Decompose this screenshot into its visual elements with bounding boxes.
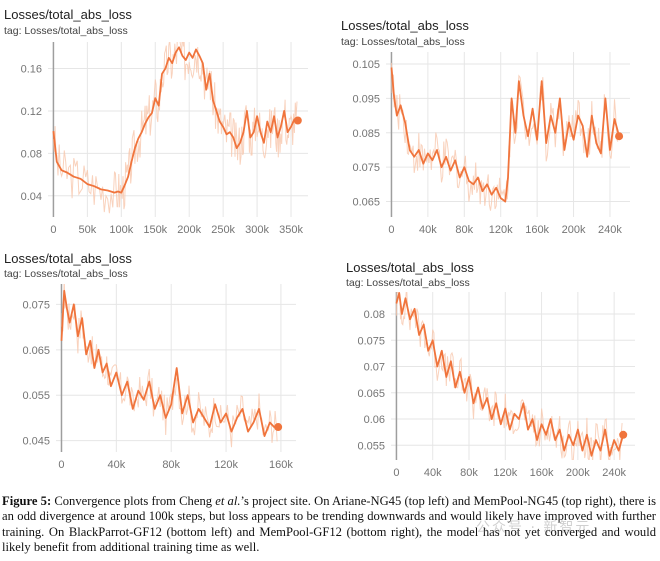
last-value-marker (615, 132, 624, 141)
last-value-marker (274, 423, 283, 432)
y-tick-label: 0.095 (352, 93, 380, 105)
x-tick-label: 250k (211, 224, 235, 236)
smoothed-loss-line (60, 289, 279, 438)
chart-blackparrot-gf12: 0.045 0.055 0.065 0.075 0 40k 80k 120k 160k (22, 284, 296, 471)
chart-title: Losses/total_abs_loss (341, 18, 469, 33)
last-value-marker (293, 116, 302, 125)
caption-text-2: ’s project site. On Ariane-NG45 (top lef… (2, 494, 656, 555)
x-tick-label: 160k (530, 467, 554, 479)
x-tick-label: 50k (78, 224, 96, 236)
y-tick-label: 0.075 (352, 162, 380, 174)
x-tick-label: 160k (525, 224, 549, 236)
chart-title: Losses/total_abs_loss (346, 260, 474, 275)
y-tick-label: 0.085 (352, 128, 380, 140)
x-tick-label: 0 (388, 224, 394, 236)
y-tick-label: 0.075 (22, 299, 50, 311)
x-tick-label: 40k (424, 467, 442, 479)
x-tick-label: 80k (162, 459, 180, 471)
caption-text-1: Convergence plots from Cheng (51, 494, 216, 508)
chart-mempool-ng45: 0.065 0.075 0.085 0.095 0.105 0 40k 80k 120k 160k… (352, 52, 630, 236)
x-tick-label: 40k (107, 459, 125, 471)
x-tick-label: 0 (50, 224, 56, 236)
y-tick-label: 0.075 (357, 335, 385, 347)
y-tick-label: 0.105 (352, 59, 380, 71)
chart-mempool-gf12: 0.055 0.06 0.065 0.07 0.075 0.08 0 40k 80k 120k 16… (357, 292, 635, 479)
x-tick-label: 200k (177, 224, 201, 236)
y-tick-label: 0.055 (22, 390, 50, 402)
x-tick-label: 100k (109, 224, 133, 236)
y-tick-label: 0.07 (364, 362, 385, 374)
y-tick-label: 0.06 (364, 414, 385, 426)
y-tick-label: 0.08 (21, 148, 42, 160)
chart-tag: tag: Losses/total_abs_loss (341, 36, 465, 48)
x-tick-label: 120k (489, 224, 513, 236)
smoothed-loss-line (395, 292, 625, 457)
y-tick-label: 0.065 (352, 197, 380, 209)
y-tick-label: 0.04 (21, 191, 42, 203)
x-tick-label: 200k (566, 467, 590, 479)
x-tick-label: 150k (143, 224, 167, 236)
y-tick-label: 0.16 (21, 64, 42, 76)
x-tick-label: 300k (245, 224, 269, 236)
raw-loss-line (391, 62, 619, 211)
chart-tag: tag: Losses/total_abs_loss (4, 268, 128, 280)
smoothed-loss-line (390, 67, 620, 203)
x-tick-label: 240k (598, 224, 622, 236)
y-tick-label: 0.055 (357, 440, 385, 452)
y-tick-label: 0.065 (22, 345, 50, 357)
last-value-marker (619, 430, 628, 439)
watermark: 公众号 · 新智元 (476, 520, 592, 536)
x-tick-label: 0 (58, 459, 64, 471)
chart-title: Losses/total_abs_loss (4, 251, 132, 266)
y-tick-label: 0.12 (21, 106, 42, 118)
y-tick-label: 0.08 (364, 309, 385, 321)
x-tick-label: 80k (460, 467, 478, 479)
x-tick-label: 350k (279, 224, 303, 236)
caption-etal: et al. (215, 494, 241, 508)
x-tick-label: 40k (419, 224, 437, 236)
chart-tag: tag: Losses/total_abs_loss (346, 277, 470, 289)
y-tick-label: 0.065 (357, 388, 385, 400)
x-tick-label: 200k (562, 224, 586, 236)
x-tick-label: 120k (214, 459, 238, 471)
raw-loss-line (52, 42, 298, 214)
x-tick-label: 240k (602, 467, 626, 479)
x-tick-label: 0 (393, 467, 399, 479)
figure-caption: Figure 5: Convergence plots from Cheng e… (2, 494, 656, 556)
smoothed-loss-line (52, 46, 299, 194)
chart-tag: tag: Losses/total_abs_loss (4, 25, 128, 37)
chart-ariane-ng45: 0.04 0.08 0.12 0.16 0 50k 100k 150k 200k 250k 300k… (21, 42, 308, 236)
x-tick-label: 80k (455, 224, 473, 236)
chart-title: Losses/total_abs_loss (4, 7, 132, 22)
y-tick-label: 0.045 (22, 436, 50, 448)
figure-label: Figure 5: (2, 494, 52, 508)
x-tick-label: 120k (493, 467, 517, 479)
x-tick-label: 160k (269, 459, 293, 471)
